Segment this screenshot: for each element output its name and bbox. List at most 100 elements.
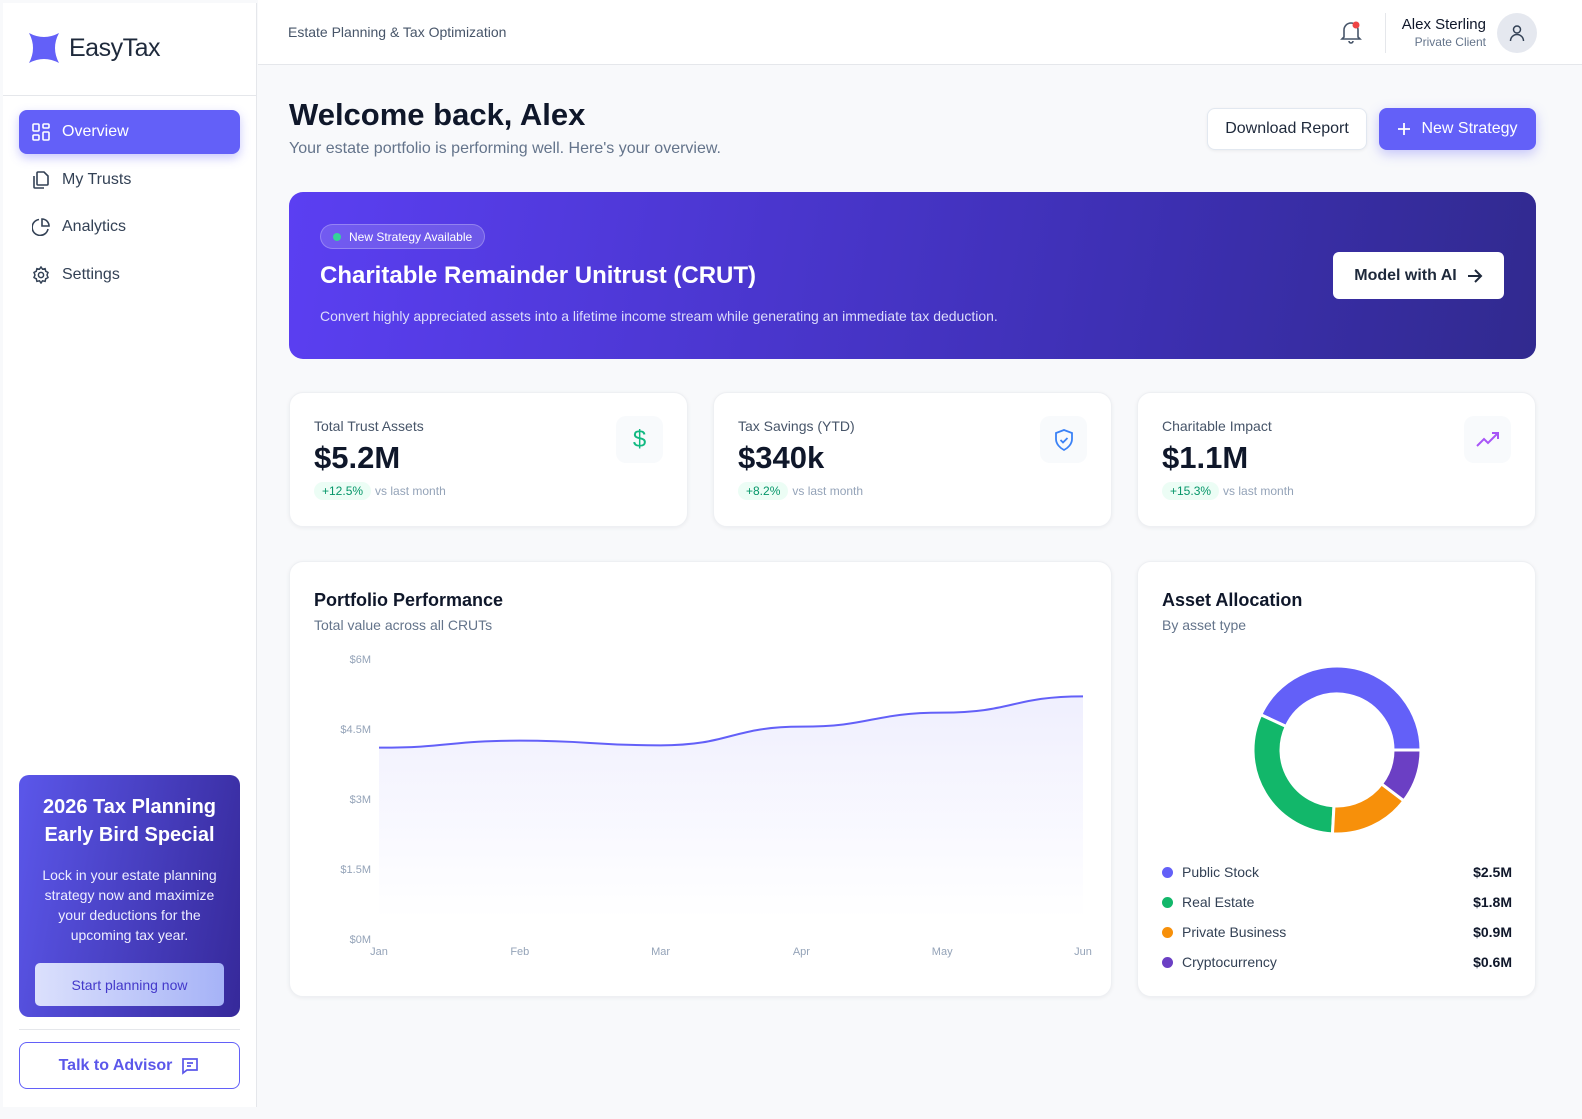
page-title: Welcome back, Alex — [289, 97, 586, 132]
legend-dot-icon — [1162, 956, 1173, 968]
pie-chart-icon — [32, 218, 50, 236]
x-tick-label: Mar — [651, 946, 670, 958]
legend-item: Cryptocurrency $0.6M — [1162, 954, 1512, 970]
sidebar-item-label: My Trusts — [62, 171, 132, 188]
card-title: Asset Allocation — [1162, 590, 1303, 610]
series-line — [378, 695, 1084, 749]
divider — [19, 1029, 240, 1030]
logo-star-icon — [29, 33, 59, 63]
legend-value: $1.8M — [1473, 894, 1512, 910]
legend-item: Private Business $0.9M — [1162, 924, 1512, 940]
copy-icon — [33, 171, 49, 189]
legend-dot-icon — [1162, 866, 1173, 878]
bell-icon — [1340, 21, 1362, 44]
area-fill — [379, 696, 1083, 919]
card-title: Portfolio Performance — [314, 590, 504, 610]
card-subtitle: Total value across all CRUTs — [314, 617, 493, 633]
x-tick-label: Jun — [1074, 946, 1092, 958]
stat-value: $340k — [738, 440, 825, 475]
sidebar: EasyTax Overview My Trusts Analytics Set… — [3, 3, 257, 1107]
allocation-donut-chart — [1251, 664, 1423, 836]
gear-icon — [33, 266, 49, 284]
legend-label: Cryptocurrency — [1182, 954, 1277, 970]
y-tick-label: $1.5M — [340, 864, 371, 876]
stat-label: Charitable Impact — [1162, 418, 1272, 434]
donut-slice-cryptocurrency — [1379, 748, 1423, 803]
y-tick-label: $0M — [350, 934, 371, 946]
banner-body: Convert highly appreciated assets into a… — [320, 308, 998, 324]
stat-change: +8.2% — [738, 482, 789, 500]
x-tick-label: Jan — [370, 946, 388, 958]
legend-item: Public Stock $2.5M — [1162, 864, 1512, 880]
stat-label: Tax Savings (YTD) — [738, 418, 855, 434]
user-role: Private Client — [1414, 35, 1486, 49]
start-planning-button[interactable]: Start planning now — [35, 963, 224, 1006]
promo-body: Lock in your estate planning strategy no… — [42, 867, 217, 943]
card-subtitle: By asset type — [1162, 617, 1247, 633]
strategy-banner: New Strategy Available Charitable Remain… — [289, 192, 1536, 359]
stat-change: +12.5% — [314, 482, 372, 500]
user-info[interactable]: Alex Sterling Private Client — [1402, 16, 1486, 49]
stat-note: vs last month — [1223, 484, 1294, 498]
notifications-button[interactable] — [1340, 20, 1362, 49]
avatar[interactable] — [1497, 13, 1537, 53]
banner-title: Charitable Remainder Unitrust (CRUT) — [320, 262, 757, 289]
user-name: Alex Sterling — [1401, 16, 1486, 33]
app-name: EasyTax — [69, 33, 160, 62]
trending-up-icon — [1464, 416, 1511, 463]
legend-value: $2.5M — [1473, 864, 1512, 880]
y-tick-label: $6M — [350, 654, 371, 666]
legend-item: Real Estate $1.8M — [1162, 894, 1512, 910]
talk-to-advisor-button[interactable]: Talk to Advisor — [19, 1042, 240, 1089]
badge-label: New Strategy Available — [349, 229, 473, 244]
promo-title-line1: 2026 Tax Planning — [42, 796, 217, 818]
logo[interactable]: EasyTax — [27, 31, 160, 65]
stat-card-tax-savings: Tax Savings (YTD) $340k +8.2% vs last mon… — [713, 392, 1112, 527]
new-strategy-button[interactable]: New Strategy — [1379, 108, 1536, 150]
stat-card-total-trust-assets: Total Trust Assets $5.2M +12.5% vs last m… — [289, 392, 688, 527]
new-strategy-label: New Strategy — [1421, 120, 1518, 137]
donut-slice-real-estate — [1251, 712, 1336, 836]
status-dot-icon — [333, 233, 341, 241]
sidebar-item-analytics[interactable]: Analytics — [19, 205, 240, 249]
page-subtitle: Your estate portfolio is performing well… — [289, 140, 721, 157]
y-tick-label: $3M — [350, 794, 371, 806]
legend-label: Real Estate — [1182, 894, 1255, 910]
stat-value: $5.2M — [314, 440, 401, 475]
donut-slice-public-stock — [1258, 664, 1423, 752]
arrow-right-icon — [1467, 268, 1483, 283]
portfolio-performance-card: Portfolio Performance Total value across… — [289, 561, 1112, 997]
breadcrumb: Estate Planning & Tax Optimization — [288, 24, 507, 40]
download-report-button[interactable]: Download Report — [1207, 108, 1367, 150]
legend-dot-icon — [1162, 896, 1173, 908]
model-with-ai-label: Model with AI — [1354, 266, 1457, 284]
sidebar-item-overview[interactable]: Overview — [19, 110, 240, 154]
message-icon — [182, 1057, 199, 1075]
shield-check-icon — [1040, 416, 1087, 463]
divider — [3, 95, 257, 96]
user-icon — [1509, 25, 1525, 42]
stat-label: Total Trust Assets — [314, 418, 424, 434]
model-with-ai-button[interactable]: Model with AI — [1333, 252, 1504, 299]
talk-to-advisor-label: Talk to Advisor — [58, 1056, 173, 1074]
divider — [1385, 13, 1386, 53]
legend-value: $0.9M — [1473, 924, 1512, 940]
sidebar-item-settings[interactable]: Settings — [19, 253, 240, 297]
dollar-icon: $ — [616, 416, 663, 463]
legend-label: Public Stock — [1182, 864, 1260, 880]
sidebar-item-label: Analytics — [62, 218, 127, 235]
legend-value: $0.6M — [1473, 954, 1512, 970]
grid-icon — [32, 123, 50, 141]
plus-icon — [1398, 123, 1411, 135]
y-tick-label: $4.5M — [340, 724, 371, 736]
sidebar-item-my-trusts[interactable]: My Trusts — [19, 158, 240, 202]
promo-title-line2: Early Bird Special — [44, 824, 215, 846]
legend-dot-icon — [1162, 926, 1173, 938]
stat-note: vs last month — [375, 484, 446, 498]
performance-chart: $0M $1.5M $3M $4.5M $6M Jan Feb Mar Apr May Jun — [340, 654, 1092, 958]
sidebar-item-label: Overview — [62, 123, 129, 140]
sidebar-item-label: Settings — [62, 266, 120, 283]
asset-allocation-card: Asset Allocation By asset type Public St… — [1137, 561, 1536, 997]
legend-label: Private Business — [1182, 924, 1287, 940]
top-header: Estate Planning & Tax Optimization Alex … — [258, 0, 1582, 65]
